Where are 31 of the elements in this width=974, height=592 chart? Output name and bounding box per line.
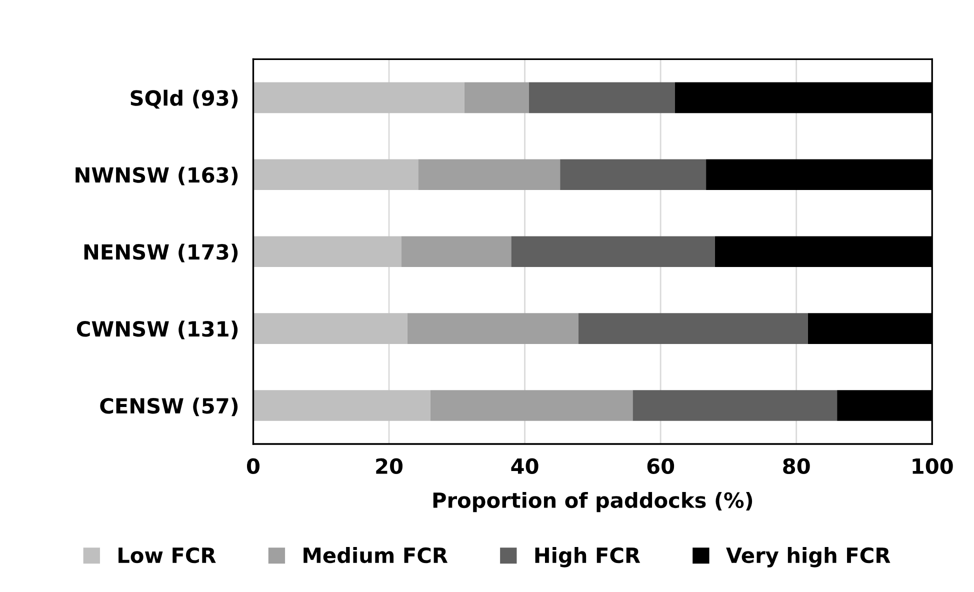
bar: [407, 313, 578, 344]
bar: [253, 159, 418, 190]
y-tick-label: CWNSW (131): [76, 320, 238, 340]
x-tick-label: 40: [511, 458, 538, 474]
bar: [401, 236, 512, 267]
bar: [528, 82, 675, 114]
bar: [511, 236, 715, 267]
legend-label: Very high FCR: [726, 547, 890, 568]
bar: [578, 313, 808, 344]
y-tick-label: NWNSW (163): [76, 166, 238, 186]
y-tick-label: SQld (93): [130, 90, 238, 109]
bar: [430, 390, 633, 421]
bar: [632, 390, 838, 421]
y-tick-label: NENSW (173): [84, 244, 238, 262]
bar: [253, 390, 430, 421]
x-tick-label: 80: [783, 458, 810, 474]
x-tick-label: 20: [376, 458, 403, 474]
legend-label: Low FCR: [118, 547, 216, 564]
bar: [418, 159, 560, 190]
bar: [253, 82, 464, 114]
legend-label: High FCR: [535, 547, 640, 568]
bar: [253, 236, 402, 267]
bar: [253, 313, 408, 344]
x-axis-title: Proportion of paddocks (%): [433, 492, 752, 512]
bar: [560, 159, 706, 190]
x-tick-label: 60: [647, 458, 674, 474]
bar: [464, 82, 529, 114]
x-tick-label: 0: [246, 458, 260, 474]
y-tick-label: CENSW (57): [100, 398, 238, 416]
legend-label: Medium FCR: [304, 547, 448, 564]
x-tick-label: 100: [912, 458, 953, 474]
